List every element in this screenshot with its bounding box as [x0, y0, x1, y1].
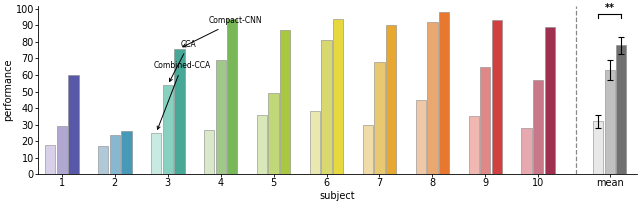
Bar — [386, 25, 396, 174]
Bar — [522, 128, 532, 174]
Bar — [468, 116, 479, 174]
Bar — [321, 40, 332, 174]
Y-axis label: performance: performance — [3, 59, 13, 121]
Bar — [310, 111, 320, 174]
Bar — [151, 133, 161, 174]
Bar — [374, 62, 385, 174]
Bar — [109, 135, 120, 174]
Bar — [605, 70, 615, 174]
Bar — [174, 49, 184, 174]
Bar — [45, 144, 56, 174]
Bar — [363, 125, 373, 174]
Bar — [204, 130, 214, 174]
Bar — [227, 19, 237, 174]
Bar — [269, 93, 279, 174]
Bar — [68, 75, 79, 174]
Bar — [545, 27, 555, 174]
Bar — [428, 22, 438, 174]
Text: CCA: CCA — [170, 40, 196, 82]
Text: Combined-CCA: Combined-CCA — [154, 61, 211, 129]
Bar — [492, 20, 502, 174]
Bar — [57, 126, 67, 174]
Bar — [415, 100, 426, 174]
Bar — [216, 60, 226, 174]
Bar — [257, 115, 267, 174]
Bar — [122, 131, 132, 174]
Bar — [439, 12, 449, 174]
Bar — [480, 67, 490, 174]
Text: **: ** — [605, 3, 614, 13]
Bar — [616, 45, 627, 174]
Bar — [593, 121, 603, 174]
Bar — [280, 30, 291, 174]
Text: Compact-CNN: Compact-CNN — [183, 16, 262, 47]
Bar — [163, 85, 173, 174]
Bar — [98, 146, 108, 174]
Bar — [533, 80, 543, 174]
Bar — [333, 19, 343, 174]
X-axis label: subject: subject — [320, 191, 355, 201]
